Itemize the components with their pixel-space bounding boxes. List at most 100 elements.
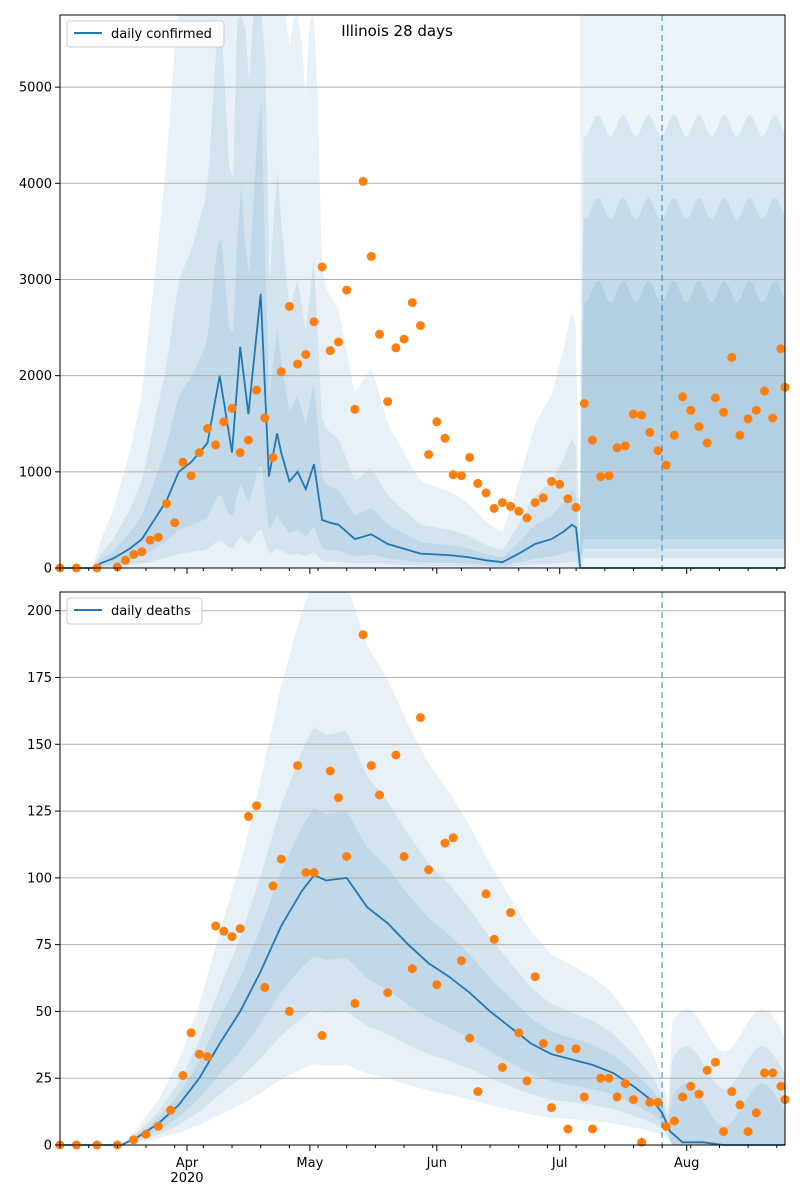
deaths-ytick-label: 0 <box>44 1139 52 1154</box>
confirmed-legend: daily confirmed <box>66 20 225 48</box>
deaths-observed-point <box>678 1092 688 1102</box>
confirmed-observed-point <box>506 501 516 511</box>
confirmed-observed-point <box>252 385 262 395</box>
confirmed-ytick-label: 3000 <box>19 273 52 288</box>
confirmed-observed-point <box>653 446 663 456</box>
deaths-observed-point <box>596 1073 606 1083</box>
confirmed-observed-point <box>645 427 655 437</box>
deaths-ytick-label: 50 <box>35 1005 52 1020</box>
confirmed-observed-point <box>710 393 720 403</box>
confirmed-observed-point <box>473 478 483 488</box>
deaths-observed-point <box>612 1092 622 1102</box>
confirmed-observed-point <box>194 448 204 458</box>
deaths-observed-point <box>702 1065 712 1075</box>
deaths-observed-point <box>481 889 491 899</box>
confirmed-observed-point <box>604 471 614 481</box>
deaths-observed-point <box>166 1105 176 1115</box>
deaths-observed-point <box>506 908 516 918</box>
confirmed-observed-point <box>137 547 147 557</box>
deaths-observed-point <box>243 811 253 821</box>
deaths-observed-point <box>727 1087 737 1097</box>
deaths-observed-point <box>547 1103 556 1113</box>
deaths-observed-point <box>645 1097 655 1107</box>
deaths-observed-point <box>342 852 352 861</box>
confirmed-observed-point <box>162 499 171 509</box>
deaths-observed-point <box>194 1049 204 1059</box>
deaths-observed-point <box>776 1081 786 1091</box>
confirmed-observed-point <box>555 479 565 489</box>
deaths-ytick-label: 75 <box>35 938 52 953</box>
deaths-observed-point <box>743 1127 753 1137</box>
confirmed-observed-point <box>588 435 597 445</box>
confirmed-observed-point <box>203 424 212 433</box>
deaths-observed-point <box>514 1028 524 1038</box>
confirmed-observed-point <box>719 407 729 417</box>
deaths-observed-point <box>448 833 458 843</box>
confirmed-observed-point <box>571 502 581 512</box>
confirmed-observed-point <box>440 433 450 443</box>
confirmed-observed-point <box>260 413 270 423</box>
deaths-observed-point <box>178 1071 188 1080</box>
confirmed-observed-point <box>268 452 278 462</box>
deaths-observed-point <box>186 1028 196 1038</box>
deaths-observed-point <box>227 932 237 942</box>
confirmed-observed-point <box>530 498 540 508</box>
confirmed-observed-point <box>547 476 556 486</box>
confirmed-ytick-label: 2000 <box>19 369 52 384</box>
confirmed-ytick-label: 1000 <box>19 465 52 480</box>
confirmed-observed-point <box>612 443 622 453</box>
deaths-observed-point <box>579 1092 589 1102</box>
deaths-ytick-label: 125 <box>27 805 52 820</box>
confirmed-ytick-label: 5000 <box>19 81 52 96</box>
deaths-observed-point <box>456 956 466 966</box>
deaths-xtick-label: Apr <box>176 1156 199 1171</box>
deaths-observed-point <box>334 793 343 803</box>
deaths-ytick-label: 200 <box>27 604 52 619</box>
deaths-observed-point <box>416 713 425 723</box>
confirmed-observed-point <box>178 457 188 467</box>
deaths-observed-point <box>301 868 311 877</box>
confirmed-observed-point <box>620 441 630 451</box>
confirmed-observed-point <box>448 470 458 480</box>
deaths-band-0 <box>60 592 785 1145</box>
confirmed-observed-point <box>153 532 163 542</box>
confirmed-observed-point <box>284 301 294 311</box>
deaths-observed-point <box>252 801 262 811</box>
deaths-band-1 <box>60 727 785 1145</box>
deaths-observed-point <box>375 790 384 800</box>
deaths-observed-point <box>424 865 434 875</box>
confirmed-observed-point <box>522 513 532 523</box>
confirmed-observed-point <box>227 403 237 413</box>
deaths-ytick-label: 175 <box>27 671 52 686</box>
deaths-observed-point <box>620 1079 630 1089</box>
deaths-observed-point <box>399 852 409 861</box>
confirmed-observed-point <box>145 535 155 545</box>
deaths-observed-point <box>358 630 368 640</box>
deaths-observed-point <box>211 921 221 931</box>
deaths-observed-point <box>350 998 360 1008</box>
deaths-uncertainty-bands <box>60 592 785 1145</box>
deaths-observed-point <box>555 1044 565 1054</box>
deaths-observed-point <box>473 1087 483 1097</box>
confirmed-observed-point <box>456 471 466 481</box>
confirmed-observed-point <box>301 350 311 359</box>
deaths-observed-point <box>203 1052 212 1062</box>
confirmed-observed-point <box>776 344 786 354</box>
deaths-legend-box <box>66 597 203 625</box>
deaths-gridlines <box>60 610 785 1146</box>
confirmed-observed-point <box>694 422 704 432</box>
confirmed-observed-point <box>391 343 401 353</box>
deaths-observed-point <box>260 982 270 992</box>
confirmed-observed-point <box>424 450 434 459</box>
deaths-observed-point <box>768 1068 778 1078</box>
confirmed-band-1 <box>60 15 785 568</box>
confirmed-observed-point <box>350 404 360 414</box>
deaths-observed-point <box>317 1031 327 1040</box>
deaths-observed-point <box>407 964 417 974</box>
confirmed-observed-point <box>121 555 130 565</box>
confirmed-observed-point <box>760 386 769 396</box>
deaths-observed-point <box>686 1081 696 1091</box>
deaths-observed-point <box>366 761 376 771</box>
confirmed-observed-point <box>276 367 286 377</box>
